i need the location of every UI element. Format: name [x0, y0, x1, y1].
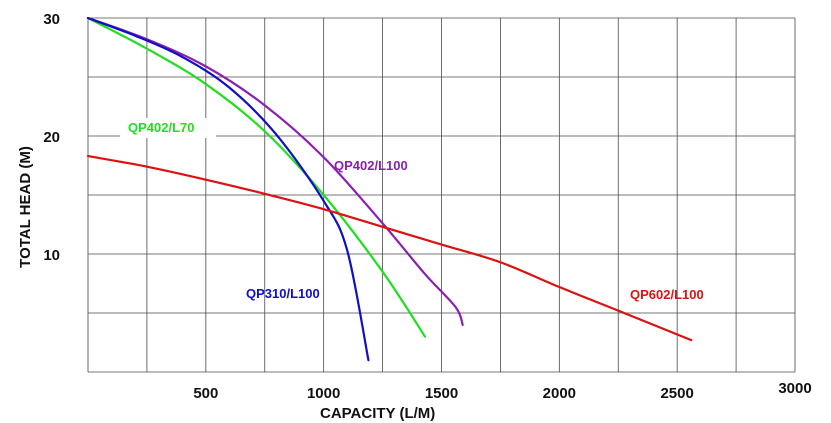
label-background [120, 118, 216, 138]
series-labels: QP402/L70 QP402/L100 QP310/L100 QP602/L1… [120, 118, 704, 302]
y-tick-label: 10 [43, 247, 60, 264]
series-label-qp310-l100: QP310/L100 [246, 286, 320, 301]
series-label-qp602-l100: QP602/L100 [630, 287, 704, 302]
x-tick-label: 2000 [543, 385, 576, 402]
tick-labels: 500 1000 1500 2000 2500 3000 10 20 30 [43, 11, 811, 402]
series-group [86, 16, 693, 362]
series-line-qp402-l100 [86, 16, 464, 326]
y-tick-label: 30 [43, 11, 60, 28]
series-line-qp402-l70 [86, 16, 427, 338]
y-tick-label: 20 [43, 129, 60, 146]
series-label-qp402-l100: QP402/L100 [334, 158, 408, 173]
x-axis-title: CAPACITY (L/M) [320, 405, 435, 422]
x-tick-label: 2500 [660, 385, 693, 402]
series-label-qp402-l70: QP402/L70 [128, 120, 195, 135]
grid [87, 17, 796, 373]
series-line-qp310-l100 [86, 16, 370, 362]
series-line-qp602-l100 [86, 154, 693, 342]
x-tick-label: 3000 [778, 380, 811, 397]
y-axis-title: TOTAL HEAD (M) [17, 146, 34, 268]
x-tick-label: 1500 [425, 385, 458, 402]
x-tick-label: 1000 [307, 385, 340, 402]
x-tick-label: 500 [193, 385, 218, 402]
